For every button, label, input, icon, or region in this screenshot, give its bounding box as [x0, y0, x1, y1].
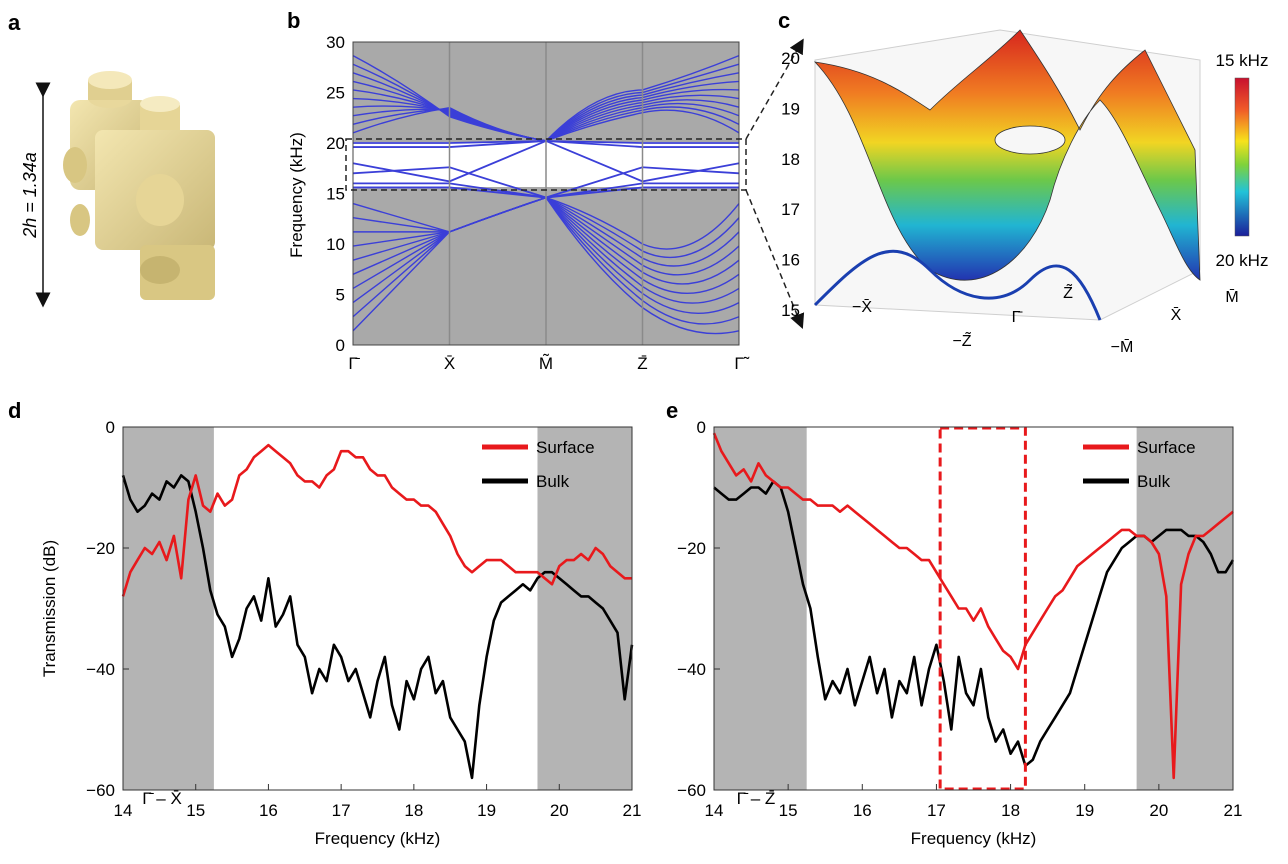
panel-c-zticks: 15 16 17 18 19 20 — [781, 49, 800, 320]
unit-cell-illustration — [63, 71, 215, 300]
ytick-label: −40 — [86, 660, 115, 679]
panel-c-label: c — [778, 8, 790, 33]
xtick-label: 19 — [1075, 801, 1094, 820]
gap-dashed-box — [345, 138, 747, 191]
ytick-label: −40 — [677, 660, 706, 679]
axis-label-gamma: Γ̄ — [1012, 309, 1024, 326]
highlight-dashed-box — [938, 426, 1027, 791]
dimension-label: 2h = 1.34a — [20, 152, 40, 239]
ytick-label: −20 — [677, 539, 706, 558]
shaded-bulk-band — [1136, 427, 1233, 790]
panel-e-label: e — [666, 398, 678, 423]
axis-label-minus-z: −Z̃ — [952, 330, 971, 350]
panel-d-annotation: Γ̄ – X̄ — [142, 789, 182, 808]
ytick-label: 25 — [326, 84, 345, 103]
symmetry-point-lines — [352, 41, 740, 346]
x-axis-label: Frequency (kHz) — [911, 829, 1037, 848]
panel-d: d 14 15 16 17 18 19 20 21 0 −20 −40 −60 Frequency (k… — [8, 398, 641, 848]
xtick-label: M̃ — [539, 353, 553, 373]
panel-e-annotation: Γ̄ – Z̄ — [737, 789, 776, 808]
xtick-label: 14 — [705, 801, 724, 820]
panel-b-xticks: Γ̄ X̄ M̃ Z̄ Γ̃ — [348, 353, 749, 373]
xtick-label: 18 — [1001, 801, 1020, 820]
panel-b-frame — [352, 41, 740, 346]
x-axis-label: Frequency (kHz) — [315, 829, 441, 848]
axis-label-minus-m: −M̄ — [1111, 339, 1134, 356]
xtick-label: 21 — [1224, 801, 1243, 820]
ztick-label: 15 — [781, 301, 800, 320]
xtick-label: 18 — [404, 801, 423, 820]
xtick-label: Γ̄ — [348, 354, 360, 373]
panel-e: e 14 15 16 17 18 19 20 21 0 −20 −40 −60 Frequency (k… — [666, 398, 1242, 848]
colorbar — [1234, 77, 1250, 237]
ztick-label: 20 — [781, 49, 800, 68]
ytick-label: 20 — [326, 134, 345, 153]
axis-label-m: M̄ — [1225, 289, 1238, 306]
ytick-label: 0 — [106, 418, 115, 437]
ytick-label: 15 — [326, 185, 345, 204]
ytick-label: −60 — [677, 781, 706, 800]
legend-label: Bulk — [1137, 472, 1171, 491]
xtick-label: 15 — [779, 801, 798, 820]
ztick-label: 19 — [781, 99, 800, 118]
ztick-label: 18 — [781, 150, 800, 169]
series-line-bulk — [121, 474, 634, 780]
y-axis-label: Transmission (dB) — [40, 540, 59, 677]
surface-hole — [994, 125, 1066, 155]
xtick-label: 20 — [550, 801, 569, 820]
axis-label-x: X̄ — [1171, 307, 1182, 324]
surface-lower-edge — [813, 249, 1102, 321]
transmission-chart-e: 14 15 16 17 18 19 20 21 0 −20 −40 −60 Frequency (kHz… — [677, 418, 1242, 848]
zoom-arrow-bottom — [745, 189, 805, 329]
colorbar-bottom-label: 20 kHz — [1216, 251, 1269, 270]
xtick-label: 17 — [332, 801, 351, 820]
axis-label-minus-x: −X̄ — [852, 299, 872, 316]
axis-label-z: Z̃ — [1063, 282, 1073, 302]
ytick-label: −20 — [86, 539, 115, 558]
plot-frame — [122, 426, 633, 791]
ztick-label: 17 — [781, 200, 800, 219]
transmission-chart-d: 14 15 16 17 18 19 20 21 0 −20 −40 −60 Frequency (kHz… — [40, 418, 641, 848]
panel-b-yticks: 0 5 10 15 20 25 30 — [326, 33, 345, 355]
shaded-bulk-band — [537, 427, 632, 790]
ytick-label: 10 — [326, 235, 345, 254]
panel-b-label: b — [287, 8, 300, 33]
series-line-surface — [712, 432, 1234, 780]
ytick-label: 0 — [336, 336, 345, 355]
ytick-label: 30 — [326, 33, 345, 52]
ztick-label: 16 — [781, 251, 800, 270]
xtick-label: 20 — [1149, 801, 1168, 820]
legend-label: Surface — [1137, 438, 1196, 457]
legend-label: Surface — [536, 438, 595, 457]
panel-a-label: a — [8, 10, 21, 35]
xtick-label: 17 — [927, 801, 946, 820]
shaded-bulk-band — [714, 427, 807, 790]
xtick-label: 16 — [259, 801, 278, 820]
xtick-label: 14 — [114, 801, 133, 820]
zoom-arrow-top — [745, 38, 804, 140]
dispersion-surface — [813, 29, 1201, 281]
plot-frame — [713, 426, 1234, 791]
ytick-label: −60 — [86, 781, 115, 800]
series-line-surface — [121, 443, 632, 597]
ytick-label: 5 — [336, 286, 345, 305]
xtick-label: Z̄ — [637, 354, 647, 373]
xtick-label: X̄ — [444, 354, 455, 373]
legend-label: Bulk — [536, 472, 570, 491]
panel-b-ylabel: Frequency (kHz) — [287, 132, 306, 258]
colorbar-top-label: 15 kHz — [1216, 51, 1269, 70]
xtick-label: 19 — [477, 801, 496, 820]
xtick-label: Γ̃ — [734, 354, 749, 373]
xtick-label: 21 — [623, 801, 642, 820]
ytick-label: 0 — [697, 418, 706, 437]
panel-d-label: d — [8, 398, 21, 423]
xtick-label: 15 — [186, 801, 205, 820]
xtick-label: 16 — [853, 801, 872, 820]
panel-a: a 2h = 1.34a — [8, 10, 215, 308]
